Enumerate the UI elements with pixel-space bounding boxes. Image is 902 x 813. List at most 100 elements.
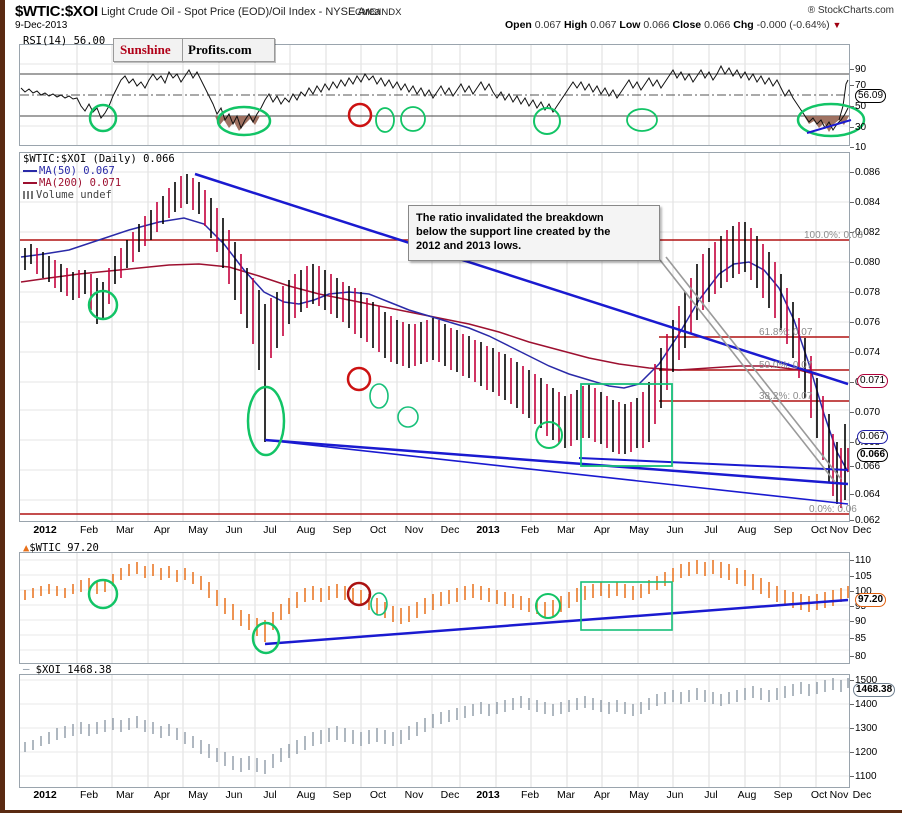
price-tick-0074: 0.074: [849, 347, 881, 358]
ratio-legend-ma50: MA(50) 0.067: [23, 165, 115, 177]
price-tick-0076: 0.076: [849, 317, 881, 328]
low-label: Low: [619, 19, 641, 31]
ratio-highlight-3: [346, 366, 372, 392]
ma200-swatch-icon: [23, 182, 37, 184]
date-label-feb-2012: Feb: [79, 524, 99, 536]
watermark-sunshine-profits: Sunshine Profits.com: [113, 38, 275, 62]
watermark-divider: [182, 39, 183, 61]
wtic-series-icon: ▲: [23, 542, 30, 554]
rsi-legend: RSI(14) 56.00: [23, 35, 106, 47]
high-value: 0.067: [590, 19, 617, 31]
wtic-highlight-4: [370, 592, 388, 616]
rsi-trendline: [806, 119, 852, 134]
price-tick-0062: 0.062: [849, 515, 881, 526]
date2-label-jun-2012: Jun: [225, 789, 243, 801]
rsi-highlight-4: [375, 107, 395, 133]
ratio-highlight-1: [87, 289, 119, 321]
date-label-mar-2012: Mar: [115, 524, 135, 536]
ratio-highlight-4: [369, 383, 389, 409]
wtic-highlight-5: [535, 593, 561, 619]
rsi-highlight-1: [88, 103, 118, 133]
price-tick-0084: 0.084: [849, 197, 881, 208]
rsi-tick-10: 10: [849, 142, 867, 153]
ma50-line: [20, 217, 849, 473]
quote-date: 9-Dec-2013: [15, 20, 68, 31]
volume-bars-icon: [23, 191, 33, 199]
rsi-tick-30: 30: [849, 122, 867, 133]
date-label-dec-2012: Dec: [440, 524, 460, 536]
date-label-mar-2013: Mar: [556, 524, 576, 536]
date2-label-oct-2012: Oct: [369, 789, 387, 801]
xoi-tick-1500: 1500: [849, 675, 878, 686]
wtic-highlight-1: [87, 578, 119, 610]
fib-label-50: 50.0%: 0.07: [759, 360, 813, 371]
rsi-highlight-7: [626, 108, 658, 132]
ma200-label: MA(200) 0.071: [39, 177, 122, 189]
date-label-jul-2013: Jul: [704, 524, 718, 536]
fib-label-618: 61.8%: 0.07: [759, 327, 813, 338]
close-label: Close: [672, 19, 702, 31]
date2-label-jul-2012: Jul: [263, 789, 277, 801]
price-tick-0080: 0.080: [849, 257, 881, 268]
wtic-tick-90: 90: [849, 616, 867, 627]
consolidation-rectangle: [580, 383, 673, 467]
wtic-highlight-3: [346, 581, 372, 607]
xoi-plot-border: [19, 674, 850, 788]
date-label-sep-2012: Sep: [332, 524, 352, 536]
price-tick-0086: 0.086: [849, 167, 881, 178]
wtic-tick-100: 100: [850, 586, 872, 597]
ma50-value-flag: 0.067: [857, 430, 889, 444]
fib-label-382: 38.2%: 0.07: [759, 391, 813, 402]
date2-label-mar-2013: Mar: [556, 789, 576, 801]
date2-label-mar-2012: Mar: [115, 789, 135, 801]
exchange-label: CME/INDX: [355, 7, 402, 18]
date-label-feb-2013: Feb: [520, 524, 540, 536]
annotation-text: The ratio invalidated the breakdown belo…: [416, 212, 611, 252]
date-label-nov-2013: Nov: [829, 524, 849, 536]
xoi-graphics: [20, 675, 849, 787]
page-title: $WTIC:$XOI: [15, 3, 98, 20]
chg-label: Chg: [733, 19, 754, 31]
rsi-tick-90: 90: [849, 64, 867, 75]
price-tick-0066: 0.066: [849, 461, 881, 472]
wtic-current-value-flag: 97.20: [855, 593, 887, 607]
xoi-current-value-flag: 1468.38: [853, 683, 896, 697]
xoi-tick-1300: 1300: [849, 723, 878, 734]
date2-label-jun-2013: Jun: [666, 789, 684, 801]
date-label-nov-2012: Nov: [404, 524, 424, 536]
chg-value: -0.000 (-0.64%): [756, 19, 830, 31]
low-value: 0.066: [643, 19, 670, 31]
date2-label-2012: 2012: [33, 789, 57, 801]
date-axis-lower: 2012 Feb Mar Apr May Jun Jul Aug Sep Oct…: [19, 789, 902, 807]
date2-label-dec-2012: Dec: [440, 789, 460, 801]
watermark-left-text: Sunshine: [120, 42, 171, 57]
fib-label-100: 100.0%: 0.08: [804, 230, 863, 241]
wtic-legend: ▲$WTIC 97.20: [23, 542, 99, 554]
ratio-highlight-2: [246, 385, 286, 457]
date-label-dec-2013: Dec: [852, 524, 872, 536]
date2-label-nov-2013: Nov: [829, 789, 849, 801]
rsi-highlight-2: [216, 105, 272, 137]
rsi-highlight-8: [796, 102, 866, 138]
xoi-legend-label: $XOI 1468.38: [35, 664, 112, 676]
date-label-2012: 2012: [33, 524, 57, 536]
wtic-graphics: [20, 553, 849, 663]
fib-label-0: 0.0%: 0.06: [809, 504, 857, 515]
price-tick-0082: 0.082: [849, 227, 881, 238]
rsi-highlight-6: [533, 107, 561, 135]
quote-summary: Open 0.067 High 0.067 Low 0.066 Close 0.…: [505, 19, 841, 31]
rsi-axis: 90 70 50 30 10: [849, 36, 902, 153]
price-tick-0064: 0.064: [849, 489, 881, 500]
date-axis-upper: 2012 Feb Mar Apr May Jun Jul Aug Sep Oct…: [19, 524, 902, 542]
ratio-plot-border: [19, 152, 850, 522]
xoi-price-series: [24, 678, 849, 774]
xoi-tick-1200: 1200: [849, 747, 878, 758]
close-value-flag: 0.066: [857, 448, 889, 462]
ma200-value-flag: 0.071: [857, 374, 889, 388]
date2-label-apr-2012: Apr: [153, 789, 171, 801]
date-label-aug-2013: Aug: [737, 524, 757, 536]
xoi-tick-1400: 1400: [849, 699, 878, 710]
wtic-tick-85: 85: [849, 633, 867, 644]
date-label-may-2013: May: [629, 524, 649, 536]
wtic-plot-border: [19, 552, 850, 664]
